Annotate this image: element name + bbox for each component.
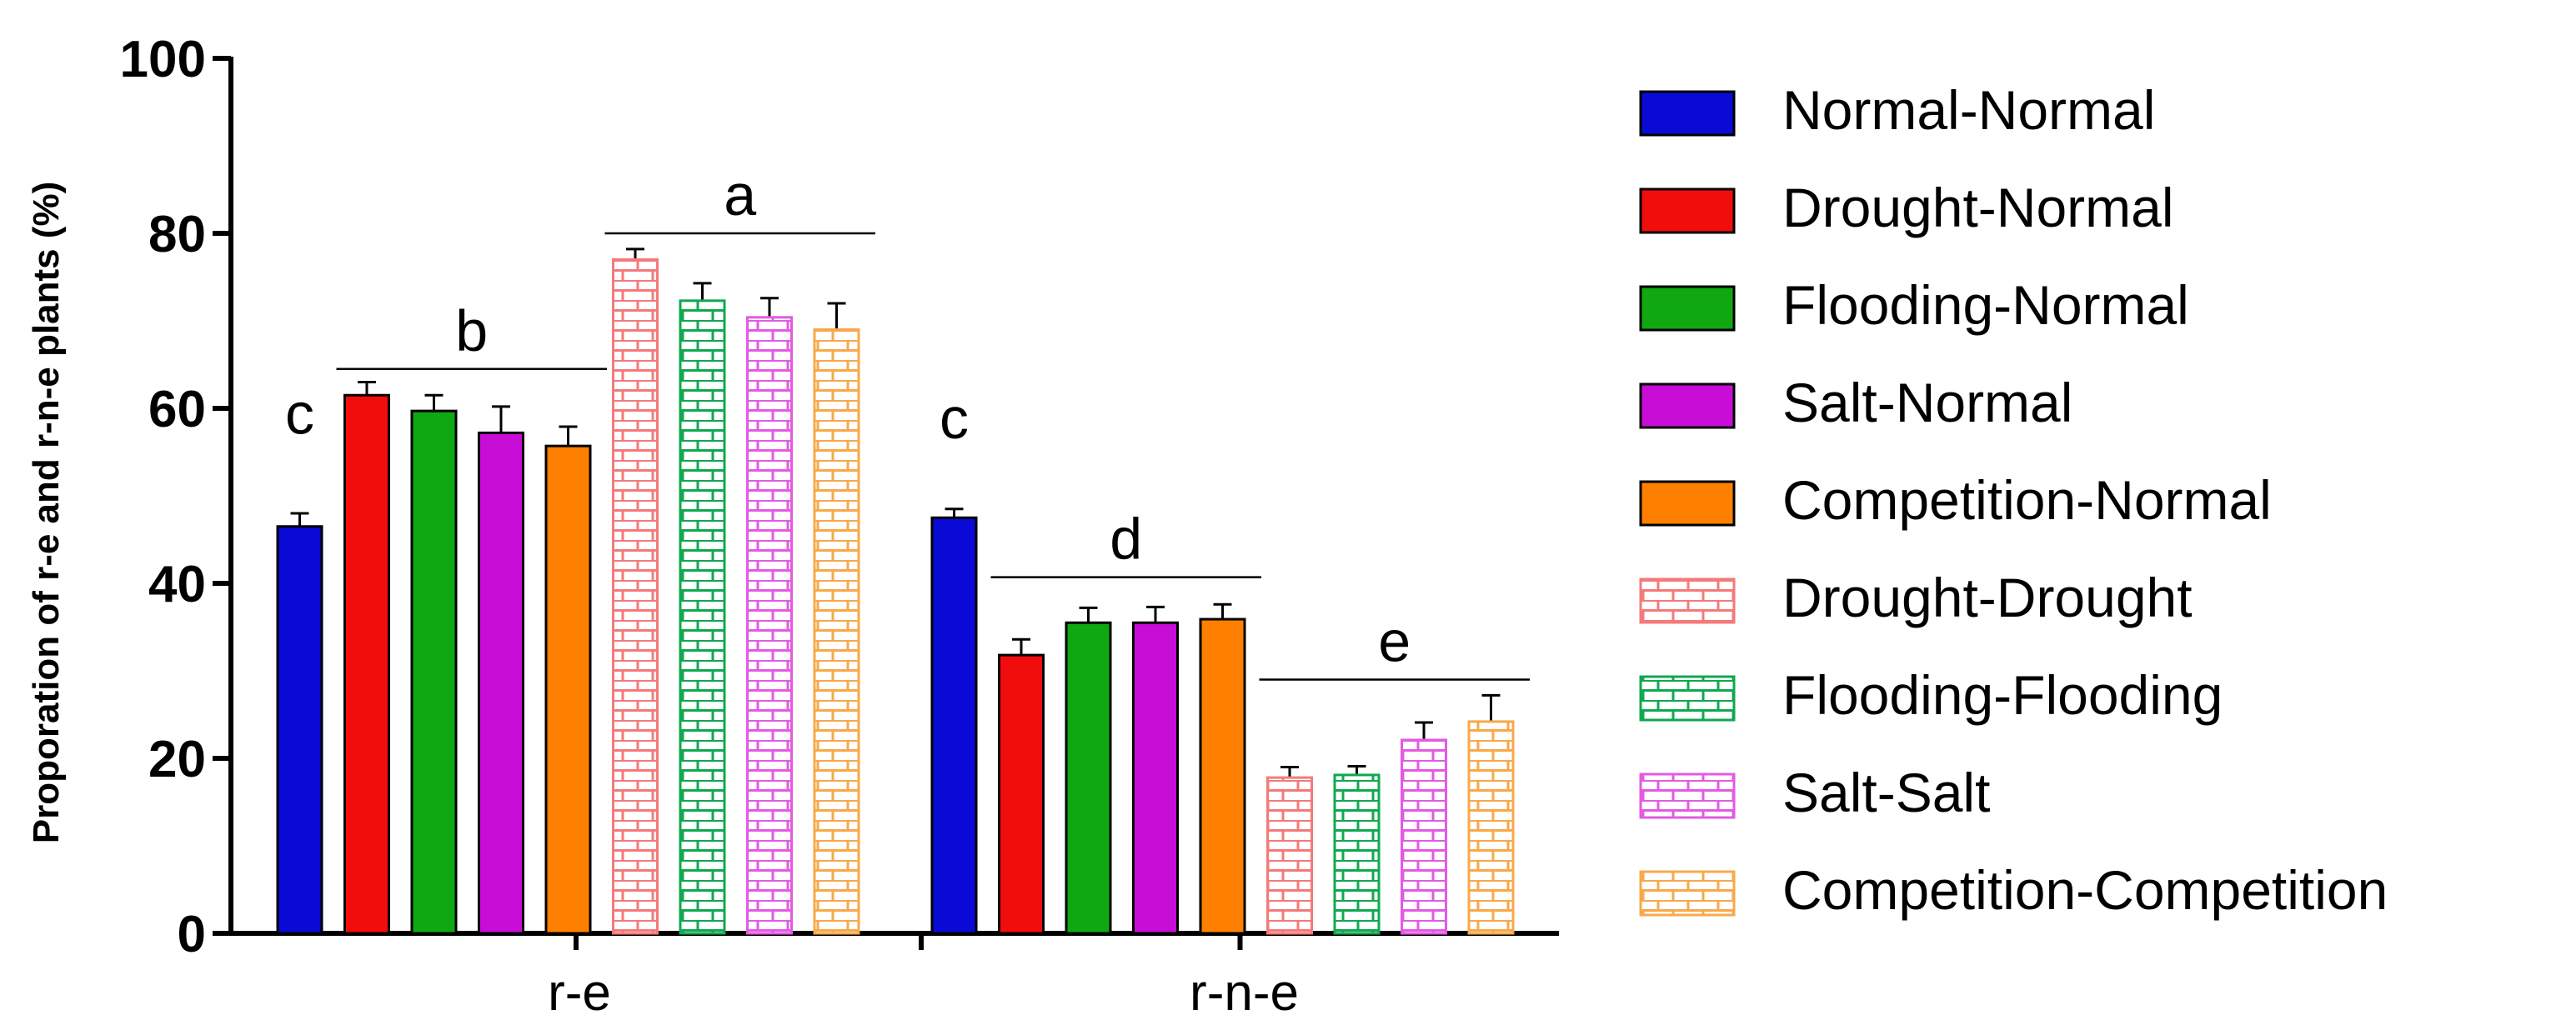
bar-flooding-normal-r-e xyxy=(410,409,458,935)
axes: 0 20 40 60 80 100 r-e r-n-e xyxy=(120,31,1559,1022)
legend-label: Salt-Normal xyxy=(1782,372,2072,433)
legend-item-competition-normal: Competition-Normal xyxy=(1639,469,2272,531)
legend-swatch xyxy=(1639,188,1736,234)
bar-salt-salt-r-e xyxy=(746,316,793,935)
bar-flooding-flooding-r-e xyxy=(679,299,726,935)
legend: Normal-Normal Drought-Normal Flooding-Norm… xyxy=(1639,79,2388,921)
y-axis-label: Proporation of r-e and r-n-e plants (%) xyxy=(26,182,67,843)
bar-competition-normal-r-n-e xyxy=(1199,618,1246,935)
significance-letter-c: c xyxy=(940,386,969,451)
bar-competition-normal-r-e xyxy=(544,444,592,935)
legend-item-normal-normal: Normal-Normal xyxy=(1639,79,2155,141)
significance-letter-c: c xyxy=(285,382,314,447)
significance-letter-d: d xyxy=(1110,507,1142,572)
legend-swatch xyxy=(1639,285,1736,332)
x-tick-label-r-n-e: r-n-e xyxy=(1190,964,1299,1022)
legend-swatch xyxy=(1639,90,1736,137)
y-tick-label: 20 xyxy=(148,731,206,788)
bar-salt-normal-r-n-e xyxy=(1132,621,1179,935)
legend-swatch xyxy=(1639,870,1736,917)
bar-salt-normal-r-e xyxy=(478,431,524,935)
bar-normal-normal-r-e xyxy=(276,525,323,935)
y-tick-label: 80 xyxy=(148,206,206,263)
legend-item-competition-competition: Competition-Competition xyxy=(1639,859,2388,921)
bar-salt-salt-r-n-e xyxy=(1401,738,1447,935)
legend-item-drought-drought: Drought-Drought xyxy=(1639,567,2193,628)
y-tick-label: 40 xyxy=(148,556,206,613)
legend-label: Salt-Salt xyxy=(1782,762,1990,823)
significance-letter-e: e xyxy=(1378,609,1411,674)
legend-swatch xyxy=(1639,382,1736,429)
legend-label: Drought-Drought xyxy=(1782,567,2193,628)
legend-swatch xyxy=(1639,578,1736,624)
legend-item-drought-normal: Drought-Normal xyxy=(1639,177,2173,238)
legend-item-salt-salt: Salt-Salt xyxy=(1639,762,1990,823)
bar-drought-normal-r-e xyxy=(343,393,390,935)
legend-label: Flooding-Normal xyxy=(1782,274,2189,336)
legend-label: Normal-Normal xyxy=(1782,79,2155,141)
significance-letter-b: b xyxy=(455,298,488,363)
x-tick-label-r-e: r-e xyxy=(548,964,611,1022)
legend-item-flooding-normal: Flooding-Normal xyxy=(1639,274,2189,336)
legend-item-flooding-flooding: Flooding-Flooding xyxy=(1639,664,2223,726)
significance-annotations: c b a c d e xyxy=(285,162,1530,681)
bar-flooding-normal-r-n-e xyxy=(1065,621,1112,935)
legend-label: Flooding-Flooding xyxy=(1782,664,2223,726)
bar-drought-drought-r-e xyxy=(612,258,659,935)
y-tick-label: 100 xyxy=(120,31,206,88)
legend-swatch xyxy=(1639,675,1736,722)
legend-label: Drought-Normal xyxy=(1782,177,2173,238)
legend-label: Competition-Competition xyxy=(1782,859,2388,921)
bars xyxy=(276,248,1515,935)
y-tick-label: 0 xyxy=(178,906,206,963)
bar-normal-normal-r-n-e xyxy=(930,516,978,935)
bar-flooding-flooding-r-n-e xyxy=(1333,773,1381,935)
legend-label: Competition-Normal xyxy=(1782,469,2272,531)
legend-swatch xyxy=(1639,480,1736,527)
legend-item-salt-normal: Salt-Normal xyxy=(1639,372,2072,433)
bar-drought-drought-r-n-e xyxy=(1266,776,1313,935)
y-tick-label: 60 xyxy=(148,381,206,438)
significance-letter-a: a xyxy=(724,162,756,228)
bar-competition-competition-r-n-e xyxy=(1467,720,1515,935)
bar-drought-normal-r-n-e xyxy=(998,653,1045,935)
legend-swatch xyxy=(1639,772,1736,819)
bar-competition-competition-r-e xyxy=(813,328,860,935)
